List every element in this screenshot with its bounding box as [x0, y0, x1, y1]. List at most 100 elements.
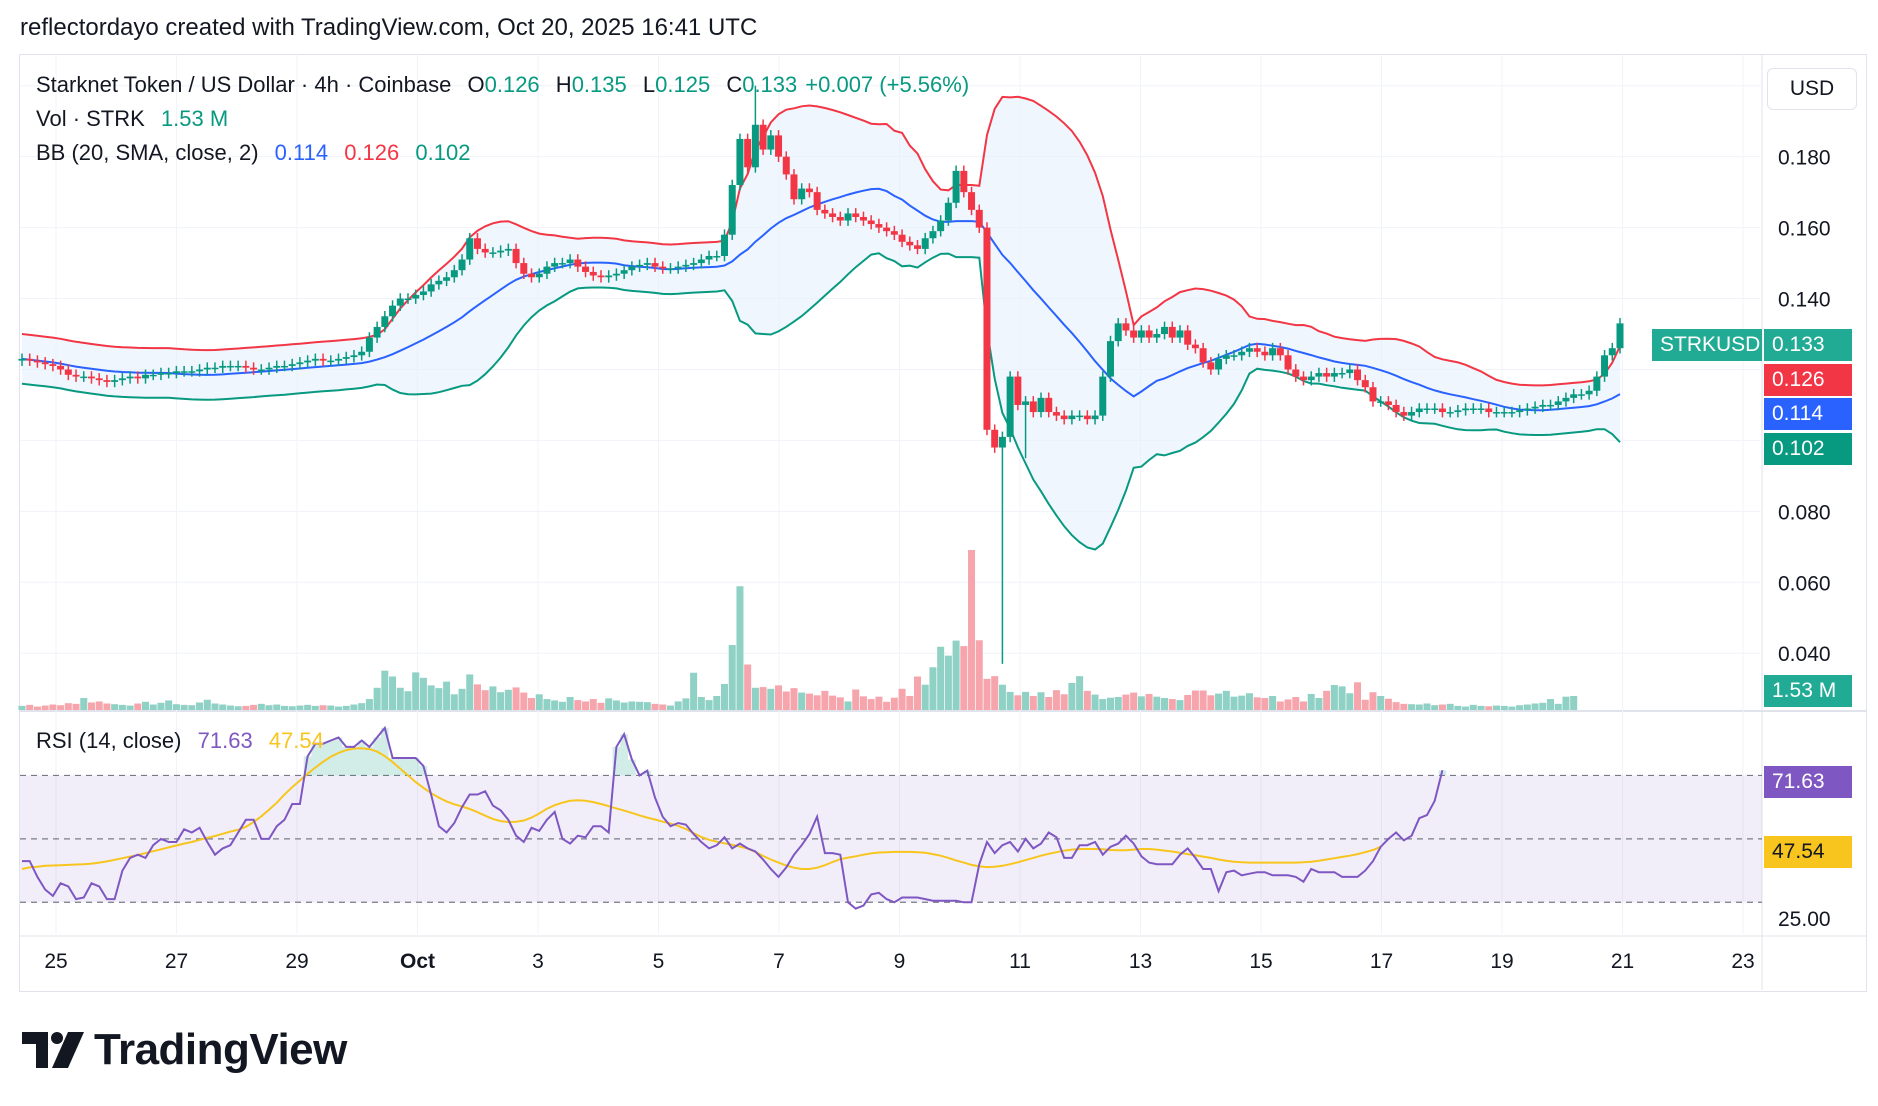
volume-bar	[1215, 693, 1223, 710]
symbol-title[interactable]: Starknet Token / US Dollar · 4h · Coinba…	[36, 72, 452, 97]
volume-bar	[674, 701, 682, 710]
candle-body	[1500, 412, 1508, 414]
volume-bar	[1045, 697, 1053, 710]
volume-bar	[1207, 695, 1215, 710]
candle-body	[666, 268, 674, 270]
volume-bar	[975, 640, 983, 710]
candle-body	[1516, 410, 1524, 413]
volume-bar	[265, 705, 273, 710]
volume-bar	[628, 701, 636, 710]
time-axis-label: 11	[1009, 950, 1031, 973]
volume-bar	[1292, 697, 1300, 710]
time-axis-label: 13	[1129, 950, 1152, 973]
candle-body	[751, 124, 759, 168]
candle-body	[1338, 373, 1346, 375]
candle-body	[1585, 390, 1593, 395]
candle-body	[1554, 401, 1562, 405]
tradingview-logo[interactable]: TradingView	[22, 1025, 347, 1075]
rsi-overbought-fill	[326, 740, 335, 776]
volume-bar	[1562, 696, 1570, 710]
candle-body	[1176, 330, 1184, 338]
candle-body	[829, 213, 837, 217]
candle-body	[1022, 401, 1030, 405]
rsi-overbought-fill	[419, 765, 428, 776]
candle-body	[1323, 373, 1331, 377]
candle-body	[1284, 355, 1292, 370]
volume-bar	[1130, 692, 1138, 710]
candle-body	[1508, 412, 1516, 414]
candle-body	[821, 209, 829, 214]
candle-body	[165, 373, 173, 375]
volume-bar	[1253, 697, 1261, 710]
candle-body	[697, 259, 705, 264]
time-axis-label: 21	[1611, 950, 1634, 973]
candle-body	[960, 170, 968, 193]
chart-canvas[interactable]: 0.2000.1800.1600.1400.0800.0600.04025272…	[0, 0, 1878, 1000]
volume-bar	[1315, 698, 1323, 710]
volume-bar	[404, 691, 412, 710]
candle-body	[1014, 376, 1022, 405]
volume-bar	[620, 702, 628, 710]
candle-body	[311, 358, 319, 361]
symbol-legend: Starknet Token / US Dollar · 4h · Coinba…	[36, 72, 979, 98]
volume-bar	[666, 705, 674, 710]
volume-bar	[1323, 690, 1331, 710]
candle-body	[1562, 397, 1570, 402]
volume-bar	[960, 646, 968, 710]
currency-button[interactable]: USD	[1767, 68, 1857, 110]
candle-body	[1191, 344, 1199, 349]
rsi-overbought-fill	[373, 737, 381, 776]
bb-legend: BB (20, SMA, close, 2) 0.114 0.126 0.102	[36, 140, 480, 166]
volume-bar	[1106, 697, 1114, 710]
time-axis-label: 9	[894, 950, 906, 973]
volume-bar	[296, 705, 304, 710]
volume-bar	[1492, 705, 1500, 710]
candle-body	[118, 378, 126, 381]
candle-body	[396, 298, 404, 306]
candle-body	[612, 273, 620, 276]
candle-body	[365, 337, 373, 352]
candle-body	[589, 271, 597, 276]
candle-body	[226, 365, 234, 368]
volume-bar	[1145, 693, 1153, 710]
candle-body	[713, 255, 721, 258]
volume-bar	[1531, 703, 1539, 710]
candle-body	[134, 376, 142, 379]
candle-body	[219, 365, 227, 368]
candle-body	[1222, 355, 1230, 359]
candle-body	[859, 216, 867, 221]
volume-bar	[1369, 692, 1377, 710]
candle-body	[1593, 376, 1601, 391]
candle-body	[1199, 348, 1207, 363]
volume-bar	[1222, 690, 1230, 710]
candle-body	[705, 255, 713, 260]
time-axis-label: 15	[1249, 950, 1272, 973]
candle-body	[504, 248, 512, 251]
volume-label[interactable]: Vol · STRK	[36, 106, 145, 131]
volume-bar	[165, 700, 173, 710]
rsi-overbought-fill	[365, 746, 374, 776]
candle-body	[1469, 408, 1477, 411]
volume-bar	[257, 703, 265, 710]
candle-body	[1477, 408, 1485, 411]
volume-bar	[535, 694, 543, 710]
candle-body	[172, 371, 180, 374]
candle-body	[1392, 404, 1400, 413]
candle-body	[512, 248, 520, 264]
candle-body	[57, 365, 65, 370]
volume-bar	[427, 685, 435, 710]
volume-bar	[937, 646, 945, 710]
price-axis-label: 0.180	[1778, 147, 1831, 170]
candle-body	[643, 263, 651, 265]
bb-label[interactable]: BB (20, SMA, close, 2)	[36, 140, 259, 165]
candle-body	[620, 270, 628, 274]
candle-body	[33, 360, 41, 363]
candle-body	[1161, 326, 1169, 335]
volume-bar	[558, 701, 566, 710]
candle-body	[906, 241, 914, 246]
candle-body	[265, 367, 273, 370]
rsi-overbought-fill	[404, 757, 412, 776]
rsi-label[interactable]: RSI (14, close)	[36, 728, 182, 753]
volume-bar	[18, 705, 26, 710]
candle-body	[890, 231, 898, 235]
